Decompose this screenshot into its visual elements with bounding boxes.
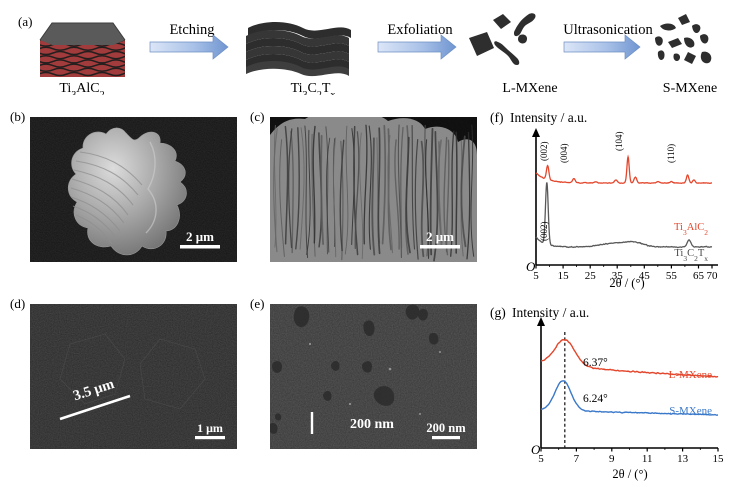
svg-text:7: 7	[574, 453, 580, 465]
svg-text:L-MXene: L-MXene	[502, 81, 557, 95]
svg-text:S-MXene: S-MXene	[663, 81, 717, 95]
svg-text:Ti3C2Tx: Ti3C2Tx	[674, 248, 708, 263]
svg-text:5: 5	[533, 270, 539, 282]
svg-text:(104): (104)	[614, 132, 624, 152]
svg-text:6.37°: 6.37°	[583, 357, 608, 369]
svg-text:(002): (002)	[539, 222, 549, 242]
svg-text:Intensity / a.u.: Intensity / a.u.	[512, 305, 589, 320]
svg-text:15: 15	[713, 453, 725, 465]
svg-text:15: 15	[558, 270, 570, 282]
svg-text:Ti3AlC2: Ti3AlC2	[674, 222, 708, 237]
svg-text:Ti3C2Tx: Ti3C2Tx	[291, 81, 336, 95]
svg-text:9: 9	[609, 453, 615, 465]
svg-text:65: 65	[693, 270, 705, 282]
svg-text:25: 25	[585, 270, 597, 282]
svg-text:6.24°: 6.24°	[583, 393, 608, 405]
svg-text:2 μm: 2 μm	[186, 229, 214, 244]
svg-text:(002): (002)	[539, 142, 549, 162]
svg-text:S-MXene: S-MXene	[669, 405, 712, 417]
svg-text:Ultrasonication: Ultrasonication	[563, 22, 653, 38]
svg-text:55: 55	[666, 270, 678, 282]
svg-text:200 nm: 200 nm	[426, 421, 466, 435]
svg-text:5: 5	[538, 453, 544, 465]
svg-text:(g): (g)	[490, 305, 506, 320]
svg-text:Etching: Etching	[169, 22, 214, 38]
svg-text:1 μm: 1 μm	[197, 421, 223, 435]
svg-text:200 nm: 200 nm	[350, 417, 394, 432]
svg-text:2θ / (°): 2θ / (°)	[609, 276, 644, 290]
svg-text:13: 13	[677, 453, 689, 465]
svg-text:2θ / (°): 2θ / (°)	[612, 467, 647, 481]
svg-text:(f): (f)	[490, 110, 504, 125]
svg-text:(004): (004)	[559, 144, 569, 164]
svg-text:Ti3AlC2: Ti3AlC2	[59, 81, 104, 95]
svg-text:Intensity / a.u.: Intensity / a.u.	[510, 110, 587, 125]
svg-text:(110): (110)	[666, 144, 676, 163]
svg-text:L-MXene: L-MXene	[669, 369, 712, 381]
svg-text:2 μm: 2 μm	[426, 229, 454, 244]
svg-text:Exfoliation: Exfoliation	[387, 22, 453, 38]
svg-text:11: 11	[642, 453, 653, 465]
svg-text:70: 70	[707, 270, 719, 282]
